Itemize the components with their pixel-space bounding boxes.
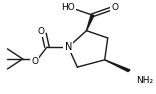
Polygon shape [86,15,94,31]
Text: HO: HO [61,3,75,12]
Polygon shape [105,60,130,72]
Text: N: N [65,42,72,52]
Text: O: O [37,27,44,36]
Text: NH₂: NH₂ [136,76,153,85]
Text: O: O [31,57,38,66]
Text: O: O [111,3,118,11]
